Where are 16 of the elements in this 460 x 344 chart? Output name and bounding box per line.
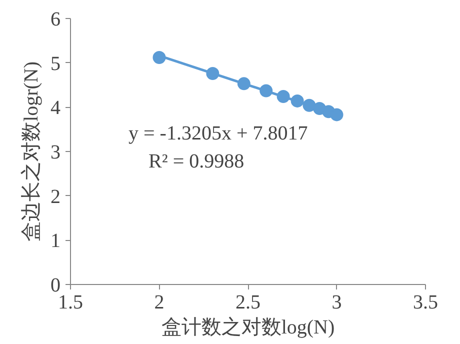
x-tick-label: 3 xyxy=(332,292,342,314)
y-tick-label: 1 xyxy=(50,230,60,252)
y-tick-label: 0 xyxy=(50,274,60,296)
y-tick-label: 3 xyxy=(50,142,60,164)
x-tick-label: 1.5 xyxy=(58,292,83,314)
y-tick-label: 4 xyxy=(50,97,60,120)
annotation: y = -1.3205x + 7.8017 xyxy=(128,122,308,144)
annotation: R² = 0.9988 xyxy=(148,150,244,172)
x-axis-title: 盒计数之对数log(N) xyxy=(161,316,335,338)
x-tick-label: 2 xyxy=(154,292,164,314)
y-axis-title: 盒边长之对数logr(N) xyxy=(20,62,42,242)
x-tick-label: 2.5 xyxy=(236,292,260,314)
x-tick-label: 3.5 xyxy=(413,292,438,314)
y-tick-label: 2 xyxy=(50,186,60,208)
y-tick-label: 6 xyxy=(50,8,60,30)
y-tick-label: 5 xyxy=(50,52,60,75)
